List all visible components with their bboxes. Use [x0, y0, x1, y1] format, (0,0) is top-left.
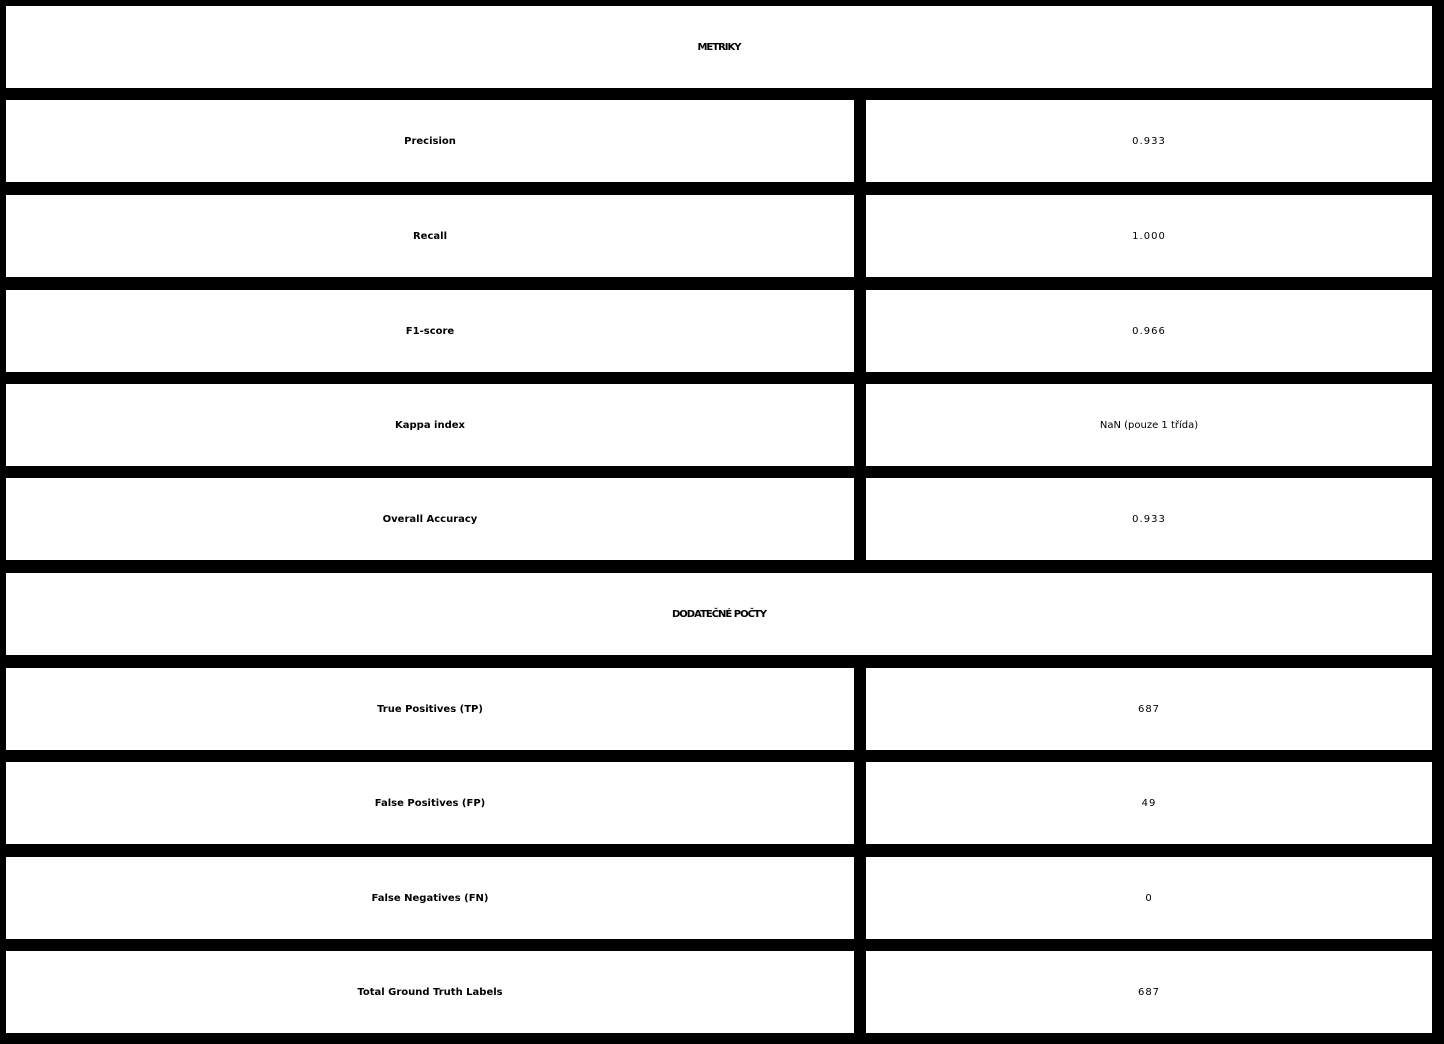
- metric-value-overall-accuracy: 0.933: [866, 478, 1432, 560]
- metric-value-precision: 0.933: [866, 100, 1432, 182]
- count-label-false-negatives: False Negatives (FN): [6, 857, 854, 939]
- count-value-total-ground-truth: 687: [866, 951, 1432, 1033]
- metric-label-overall-accuracy: Overall Accuracy: [6, 478, 854, 560]
- count-value-true-positives: 687: [866, 668, 1432, 750]
- count-value-false-negatives: 0: [866, 857, 1432, 939]
- metric-label-f1-score: F1-score: [6, 290, 854, 372]
- metric-label-recall: Recall: [6, 195, 854, 277]
- count-value-false-positives: 49: [866, 762, 1432, 844]
- metric-value-recall: 1.000: [866, 195, 1432, 277]
- metric-value-kappa-index: NaN (pouze 1 třída): [866, 384, 1432, 466]
- metrics-section-header: METRIKY: [6, 6, 1432, 88]
- metric-value-f1-score: 0.966: [866, 290, 1432, 372]
- count-label-false-positives: False Positives (FP): [6, 762, 854, 844]
- count-label-true-positives: True Positives (TP): [6, 668, 854, 750]
- metric-label-kappa-index: Kappa index: [6, 384, 854, 466]
- metric-label-precision: Precision: [6, 100, 854, 182]
- counts-section-header: DODATEČNÉ POČTY: [6, 573, 1432, 655]
- count-label-total-ground-truth: Total Ground Truth Labels: [6, 951, 854, 1033]
